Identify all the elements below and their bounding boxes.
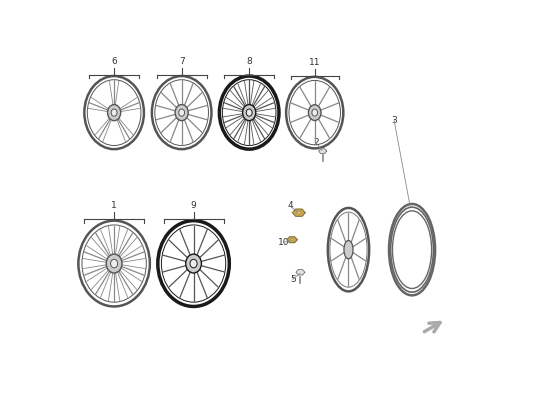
Ellipse shape bbox=[111, 109, 117, 116]
Ellipse shape bbox=[190, 259, 197, 268]
Text: 2: 2 bbox=[313, 138, 319, 147]
Text: 1: 1 bbox=[111, 201, 117, 210]
Ellipse shape bbox=[179, 109, 185, 116]
Ellipse shape bbox=[175, 104, 188, 121]
Ellipse shape bbox=[312, 109, 317, 116]
Polygon shape bbox=[296, 270, 305, 275]
Text: 5: 5 bbox=[290, 275, 296, 284]
Text: 11: 11 bbox=[309, 58, 321, 66]
Ellipse shape bbox=[296, 211, 301, 214]
Polygon shape bbox=[318, 149, 327, 154]
Ellipse shape bbox=[186, 254, 201, 273]
Text: 10: 10 bbox=[278, 238, 289, 247]
Ellipse shape bbox=[344, 240, 353, 259]
Ellipse shape bbox=[108, 104, 120, 121]
Text: 4: 4 bbox=[287, 202, 293, 210]
Polygon shape bbox=[293, 209, 305, 216]
Text: 9: 9 bbox=[191, 201, 196, 210]
Polygon shape bbox=[287, 237, 297, 243]
Ellipse shape bbox=[290, 238, 294, 241]
Ellipse shape bbox=[106, 254, 122, 273]
Text: 8: 8 bbox=[246, 57, 252, 66]
Text: 6: 6 bbox=[111, 57, 117, 66]
Ellipse shape bbox=[309, 105, 321, 120]
Ellipse shape bbox=[243, 104, 256, 121]
Ellipse shape bbox=[111, 259, 118, 268]
Ellipse shape bbox=[246, 109, 252, 116]
Text: 7: 7 bbox=[179, 57, 185, 66]
Text: 3: 3 bbox=[391, 116, 397, 125]
